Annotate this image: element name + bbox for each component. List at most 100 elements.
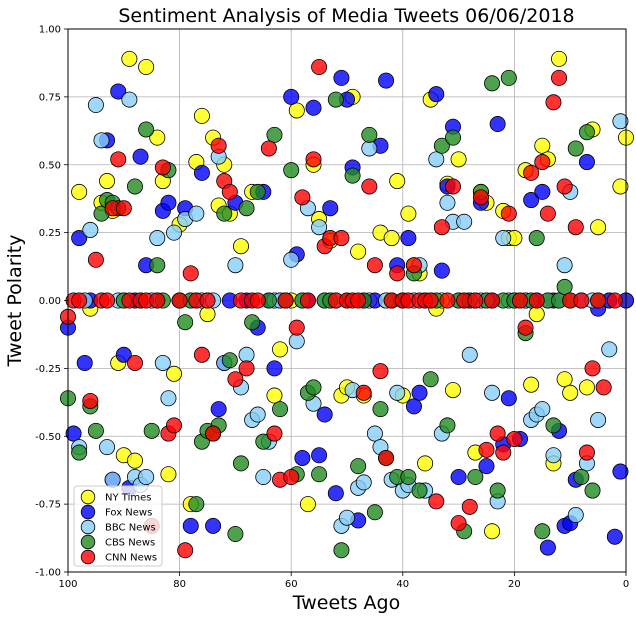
data-point: [484, 292, 501, 309]
data-point: [355, 384, 372, 401]
x-tick-label: 60: [285, 579, 298, 590]
data-point: [71, 444, 88, 461]
data-point: [311, 447, 328, 464]
data-point: [405, 398, 422, 415]
data-point: [350, 458, 367, 475]
data-point: [534, 183, 551, 200]
data-point: [294, 189, 311, 206]
data-point: [439, 194, 456, 211]
data-point: [199, 306, 216, 323]
data-point: [545, 417, 562, 434]
data-point: [534, 154, 551, 171]
data-point: [188, 496, 205, 513]
data-point: [517, 319, 534, 336]
data-point: [99, 173, 116, 190]
legend-marker: [80, 504, 96, 520]
x-axis-ticks: 100 80 60 40 20 0: [58, 572, 629, 590]
data-point: [299, 292, 316, 309]
y-tick-label: 0.25: [39, 228, 61, 239]
data-point: [238, 346, 255, 363]
data-point: [612, 463, 629, 480]
data-point: [389, 173, 406, 190]
x-tick-label: 40: [396, 579, 409, 590]
data-point: [445, 178, 462, 195]
data-point: [523, 376, 540, 393]
data-point: [205, 425, 222, 442]
data-point: [138, 121, 155, 138]
data-point: [366, 257, 383, 274]
data-point: [445, 382, 462, 399]
data-point: [126, 178, 143, 195]
legend-label: BBC News: [105, 523, 156, 534]
data-point: [567, 140, 584, 157]
data-point: [578, 444, 595, 461]
data-point: [428, 86, 445, 103]
data-point: [467, 292, 484, 309]
data-point: [216, 205, 233, 222]
data-point: [433, 219, 450, 236]
data-point: [590, 219, 607, 236]
data-point: [255, 433, 272, 450]
data-point: [495, 444, 512, 461]
data-point: [327, 485, 344, 502]
data-point: [556, 178, 573, 195]
data-point: [132, 148, 149, 165]
data-point: [305, 99, 322, 116]
chart-title: Sentiment Analysis of Media Tweets 06/06…: [118, 5, 574, 27]
data-point: [299, 496, 316, 513]
data-point: [149, 292, 166, 309]
data-point: [350, 292, 367, 309]
data-point: [606, 292, 623, 309]
data-point: [87, 422, 104, 439]
data-point: [567, 219, 584, 236]
data-point: [450, 515, 467, 532]
y-tick-label: -0.50: [35, 432, 61, 443]
data-point: [126, 452, 143, 469]
data-point: [333, 542, 350, 559]
data-point: [260, 140, 277, 157]
data-point: [573, 468, 590, 485]
data-point: [227, 257, 244, 274]
data-point: [93, 132, 110, 149]
data-point: [166, 417, 183, 434]
data-point: [149, 257, 166, 274]
data-point: [333, 230, 350, 247]
data-point: [160, 194, 177, 211]
data-point: [121, 50, 138, 67]
data-point: [149, 230, 166, 247]
data-point: [484, 523, 501, 540]
data-point: [523, 164, 540, 181]
data-point: [193, 346, 210, 363]
data-point: [104, 471, 121, 488]
x-tick-label: 0: [623, 579, 629, 590]
data-point: [361, 178, 378, 195]
data-point: [450, 468, 467, 485]
data-point: [400, 230, 417, 247]
data-point: [562, 384, 579, 401]
data-point: [484, 384, 501, 401]
data-point: [71, 230, 88, 247]
data-point: [138, 468, 155, 485]
data-point: [87, 97, 104, 114]
legend-label: CBS News: [105, 538, 155, 549]
data-point: [193, 107, 210, 124]
y-tick-label: -1.00: [35, 568, 61, 579]
data-point: [601, 341, 618, 358]
y-tick-label: -0.75: [35, 500, 61, 511]
data-point: [154, 159, 171, 176]
data-point: [160, 466, 177, 483]
data-point: [294, 449, 311, 466]
x-tick-label: 100: [58, 579, 77, 590]
data-point: [578, 379, 595, 396]
data-point: [238, 200, 255, 217]
data-point: [266, 425, 283, 442]
data-point: [439, 292, 456, 309]
data-point: [110, 83, 127, 100]
data-point: [383, 230, 400, 247]
data-point: [495, 230, 512, 247]
data-point: [311, 466, 328, 483]
data-point: [573, 292, 590, 309]
data-point: [500, 205, 517, 222]
data-point: [311, 59, 328, 76]
